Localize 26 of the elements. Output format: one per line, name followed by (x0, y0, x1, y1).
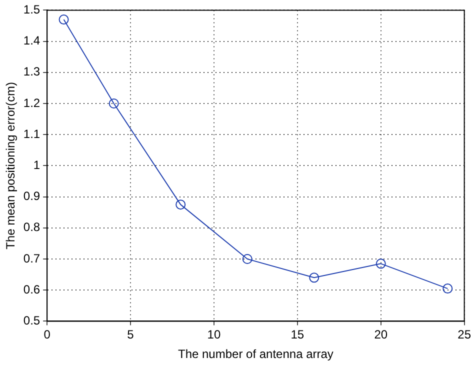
x-tick-label: 25 (458, 328, 472, 342)
y-tick-label: 0.8 (23, 220, 40, 234)
point (176, 200, 186, 210)
point (442, 284, 453, 294)
y-tick-label: 1.5 (23, 2, 40, 17)
y-tick-label: 0.9 (23, 189, 40, 204)
y-tick-label: 1 (33, 158, 40, 172)
y-tick-label: 1.4 (23, 34, 40, 48)
point (376, 258, 386, 269)
x-tick-label: 5 (127, 328, 134, 342)
y-tick-label: 0.5 (23, 314, 40, 328)
y-axis-title: The mean positioning error(cm) (4, 82, 18, 250)
x-tick-label: 0 (44, 328, 51, 342)
x-tick-label: 10 (207, 328, 221, 342)
y-tick-label: 1.2 (23, 96, 40, 110)
point (242, 254, 252, 264)
y-tick-label: 0.7 (23, 251, 40, 266)
x-axis-title: The number of antenna array (178, 347, 334, 362)
y-tick-label: 0.6 (23, 282, 40, 296)
point (309, 272, 320, 283)
x-tick-label: 15 (290, 328, 304, 342)
x-tick-label: 20 (374, 328, 388, 342)
y-tick-label: 1.1 (23, 126, 40, 141)
y-tick-label: 1.3 (23, 64, 40, 79)
point (58, 14, 69, 25)
point (108, 98, 119, 108)
